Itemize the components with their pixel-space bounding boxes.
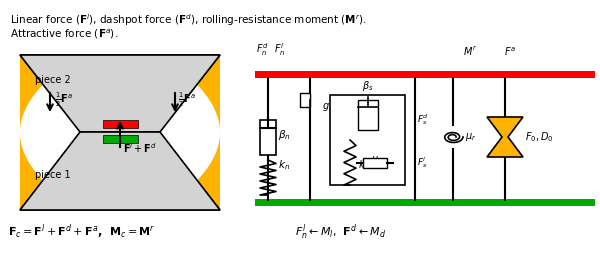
- Text: $k_s$: $k_s$: [358, 158, 369, 172]
- Text: $F_n^d$: $F_n^d$: [256, 41, 268, 58]
- Polygon shape: [487, 117, 523, 157]
- Text: $F_s^d$: $F_s^d$: [417, 113, 429, 128]
- Text: piece 2: piece 2: [35, 75, 71, 85]
- Text: $\mu$: $\mu$: [371, 154, 379, 166]
- Bar: [260, 120, 276, 155]
- Bar: [255, 199, 595, 206]
- Bar: [103, 135, 138, 143]
- Text: $M^r$: $M^r$: [463, 45, 477, 58]
- Text: $F^a$: $F^a$: [504, 45, 516, 58]
- Text: $F_n^l \leftarrow M_l$,  $\mathbf{F}^d \leftarrow M_d$: $F_n^l \leftarrow M_l$, $\mathbf{F}^d \l…: [295, 222, 386, 242]
- Text: $\frac{1}{2}\mathbf{F}^a$: $\frac{1}{2}\mathbf{F}^a$: [178, 91, 196, 109]
- Bar: [358, 100, 377, 130]
- Polygon shape: [20, 132, 220, 210]
- Text: $F_s^l$: $F_s^l$: [417, 155, 427, 170]
- Text: $F_n^l$: $F_n^l$: [274, 41, 286, 58]
- Polygon shape: [20, 55, 220, 130]
- Bar: [300, 93, 310, 107]
- Text: Linear force $(\mathbf{F}^l)$, dashpot force $(\mathbf{F}^d)$, rolling-resistanc: Linear force $(\mathbf{F}^l)$, dashpot f…: [10, 12, 367, 28]
- Text: piece 1: piece 1: [35, 170, 71, 180]
- Polygon shape: [160, 55, 220, 210]
- Polygon shape: [20, 55, 220, 132]
- Bar: [363, 158, 387, 168]
- Text: $\mathbf{F}_c = \mathbf{F}^l + \mathbf{F}^d + \mathbf{F}^a$,  $\mathbf{M}_c = \m: $\mathbf{F}_c = \mathbf{F}^l + \mathbf{F…: [8, 222, 155, 241]
- Text: $\beta_s$: $\beta_s$: [362, 79, 373, 93]
- Text: $F_0, D_0$: $F_0, D_0$: [525, 130, 554, 144]
- Text: $\mu_r$: $\mu_r$: [465, 131, 476, 143]
- Bar: [330, 95, 405, 185]
- Bar: [255, 71, 595, 78]
- Polygon shape: [20, 135, 220, 210]
- Bar: [103, 120, 138, 128]
- Text: $\frac{1}{2}\mathbf{F}^a$: $\frac{1}{2}\mathbf{F}^a$: [55, 91, 73, 109]
- Text: $\beta_n$: $\beta_n$: [278, 128, 291, 142]
- Text: $\mathbf{F}^l + \mathbf{F}^d$: $\mathbf{F}^l + \mathbf{F}^d$: [123, 141, 157, 155]
- Text: $g_r$: $g_r$: [322, 101, 334, 113]
- Polygon shape: [20, 55, 80, 210]
- Text: $k_n$: $k_n$: [278, 158, 290, 172]
- Text: Attractive force $(\mathbf{F}^a)$.: Attractive force $(\mathbf{F}^a)$.: [10, 28, 118, 41]
